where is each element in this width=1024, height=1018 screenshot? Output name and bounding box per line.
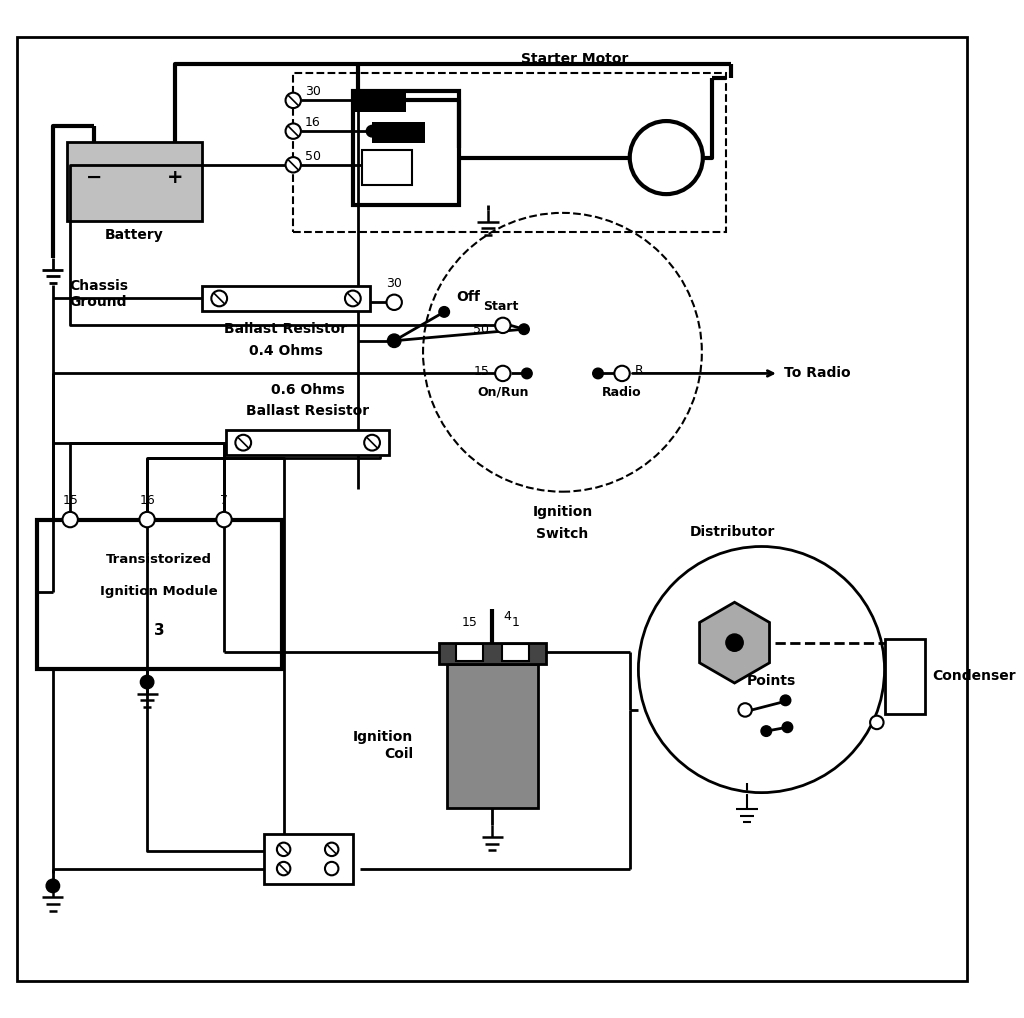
Circle shape: [325, 843, 338, 856]
Text: +: +: [167, 168, 183, 187]
Text: Radio: Radio: [602, 386, 642, 399]
Circle shape: [614, 365, 630, 381]
Bar: [446, 664, 538, 808]
Circle shape: [276, 843, 291, 856]
Text: On/Run: On/Run: [477, 386, 528, 399]
Circle shape: [62, 512, 78, 527]
Circle shape: [286, 123, 301, 138]
Circle shape: [726, 634, 743, 652]
Bar: [293, 73, 726, 232]
Text: Chassis
Ground: Chassis Ground: [70, 279, 128, 309]
Circle shape: [286, 157, 301, 172]
Bar: [372, 121, 425, 143]
Circle shape: [345, 290, 360, 306]
Text: Points: Points: [746, 674, 796, 688]
Text: R: R: [635, 364, 643, 377]
Text: Ignition: Ignition: [532, 505, 593, 519]
Text: 15: 15: [62, 494, 78, 507]
Circle shape: [286, 93, 301, 108]
Text: Start: Start: [483, 300, 518, 313]
Text: Starter Motor: Starter Motor: [521, 52, 628, 66]
Text: −: −: [86, 168, 102, 187]
Circle shape: [276, 862, 291, 875]
Text: 16: 16: [139, 494, 155, 507]
Text: To Radio: To Radio: [783, 366, 850, 381]
Text: Switch: Switch: [537, 527, 589, 542]
Circle shape: [780, 695, 791, 705]
Circle shape: [46, 880, 59, 893]
Text: 30: 30: [305, 86, 321, 99]
Bar: [502, 643, 528, 661]
Text: Ballast Resistor: Ballast Resistor: [246, 404, 370, 417]
Circle shape: [365, 435, 380, 451]
Bar: [439, 642, 546, 664]
Circle shape: [496, 365, 511, 381]
Bar: [68, 142, 202, 221]
Bar: [226, 431, 389, 455]
Text: I: I: [400, 124, 406, 137]
Circle shape: [782, 722, 793, 733]
Circle shape: [387, 334, 401, 347]
Bar: [456, 643, 482, 661]
Text: 30: 30: [386, 277, 402, 290]
Text: Ignition Module: Ignition Module: [100, 585, 218, 599]
Text: Off: Off: [457, 290, 480, 304]
Text: Transistorized: Transistorized: [106, 554, 212, 566]
Text: 15: 15: [461, 616, 477, 629]
Circle shape: [216, 512, 231, 527]
Circle shape: [367, 125, 378, 137]
Bar: [202, 286, 370, 310]
Circle shape: [236, 435, 251, 451]
Circle shape: [325, 862, 338, 875]
Circle shape: [140, 675, 154, 689]
Circle shape: [761, 726, 771, 736]
Circle shape: [519, 324, 529, 335]
Text: Battery: Battery: [105, 228, 164, 242]
Text: 0.6 Ohms: 0.6 Ohms: [270, 383, 344, 397]
Text: Distributor: Distributor: [690, 525, 775, 539]
Text: 16: 16: [305, 116, 321, 129]
Circle shape: [439, 306, 450, 318]
Circle shape: [870, 716, 884, 729]
Bar: [37, 519, 282, 669]
Text: Condenser: Condenser: [933, 669, 1016, 683]
Text: 3: 3: [154, 623, 165, 637]
Bar: [353, 91, 459, 206]
Circle shape: [386, 294, 401, 310]
Circle shape: [593, 369, 603, 379]
Text: 50: 50: [473, 323, 489, 336]
Text: 1: 1: [511, 616, 519, 629]
Circle shape: [738, 703, 752, 717]
Text: 0.4 Ohms: 0.4 Ohms: [249, 344, 323, 357]
Circle shape: [139, 512, 155, 527]
Bar: [885, 638, 925, 714]
Text: 50: 50: [305, 150, 321, 163]
Text: 4: 4: [504, 611, 512, 623]
Polygon shape: [699, 603, 769, 683]
Bar: [362, 151, 413, 185]
Circle shape: [521, 369, 532, 379]
Circle shape: [211, 290, 227, 306]
Bar: [264, 834, 353, 884]
Circle shape: [496, 318, 511, 333]
Bar: [353, 91, 406, 112]
Text: 7: 7: [220, 494, 228, 507]
Text: 15: 15: [473, 365, 489, 378]
Text: Ignition
Coil: Ignition Coil: [353, 730, 414, 760]
Text: Ballast Resistor: Ballast Resistor: [224, 322, 347, 336]
